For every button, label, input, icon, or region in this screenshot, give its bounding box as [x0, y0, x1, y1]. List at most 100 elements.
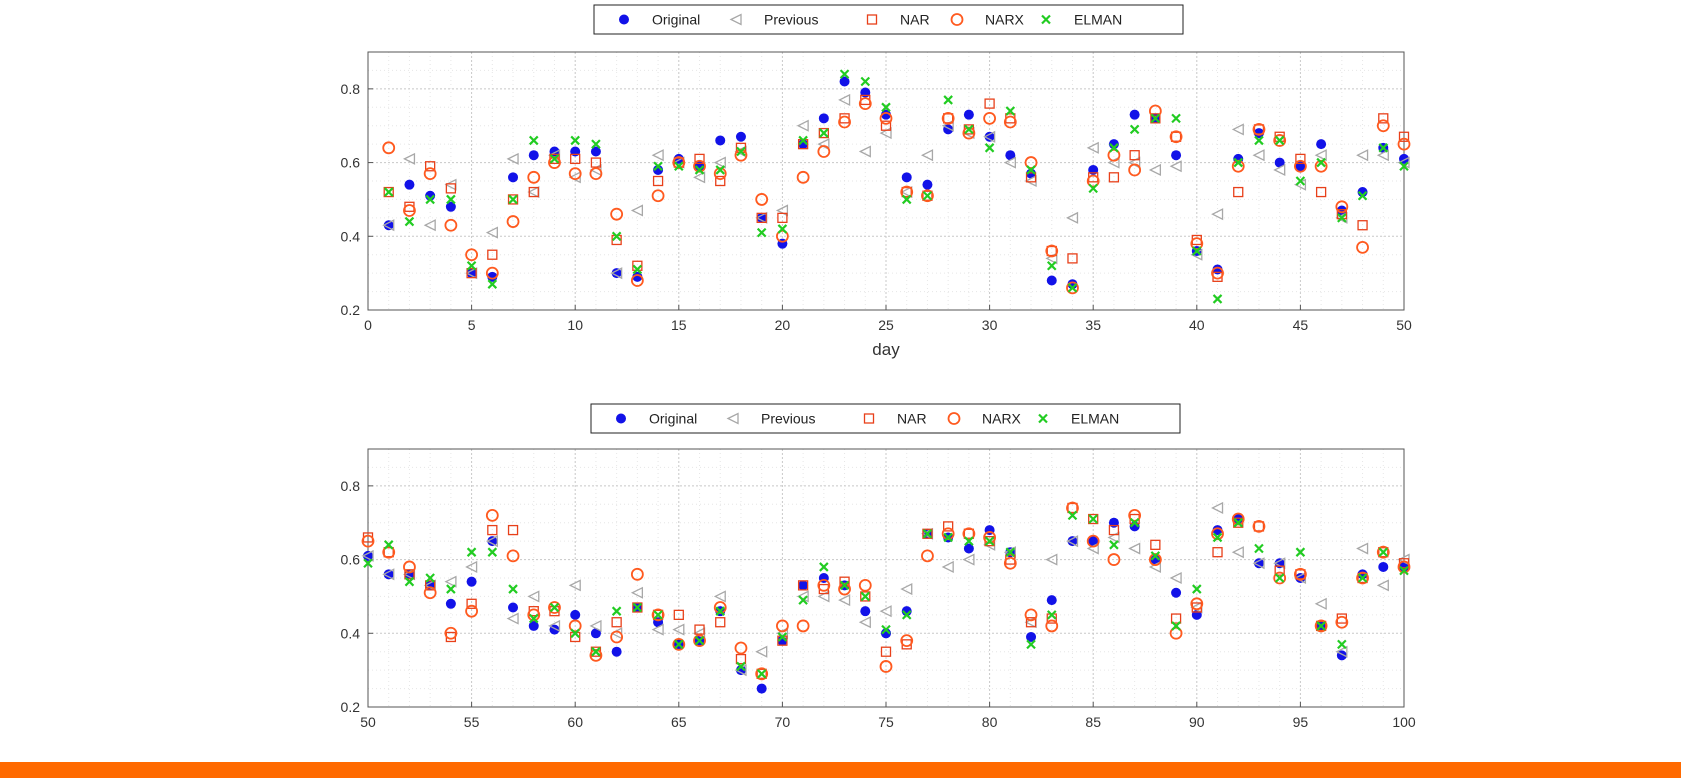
data-point-elman — [1295, 547, 1306, 557]
y-tick-label: 0.4 — [341, 625, 361, 641]
data-point-narx — [1273, 571, 1287, 585]
grid — [368, 52, 1404, 310]
data-point-elman — [363, 558, 373, 569]
data-point-original — [466, 576, 477, 587]
data-point-previous — [1045, 553, 1058, 566]
data-point-elman — [1005, 106, 1016, 116]
data-point-original — [881, 109, 891, 120]
data-point-nar — [1129, 150, 1140, 161]
data-point-narx — [1148, 104, 1162, 118]
data-point-elman — [1046, 610, 1057, 620]
data-point-original — [466, 268, 477, 279]
data-point-elman — [446, 584, 456, 594]
data-point-elman — [549, 602, 560, 613]
data-point-narx — [361, 534, 375, 548]
data-point-nar — [487, 249, 498, 260]
data-point-elman — [1337, 639, 1347, 650]
data-point-nar — [1357, 572, 1368, 584]
series-original — [383, 76, 1409, 290]
data-point-elman — [1357, 190, 1368, 201]
data-point-previous — [423, 219, 436, 232]
x-tick-label: 100 — [1392, 714, 1416, 730]
data-point-narx — [1169, 130, 1183, 144]
data-point-previous — [1252, 149, 1265, 162]
legend-marker-original — [616, 413, 626, 424]
data-point-elman — [1378, 547, 1389, 557]
data-point-original — [1005, 150, 1016, 161]
legend-marker-elman — [1041, 14, 1051, 25]
data-point-narx — [1356, 240, 1369, 254]
data-point-elman — [694, 635, 705, 646]
data-point-elman — [1046, 260, 1057, 271]
data-point-nar — [528, 186, 539, 198]
data-point-previous — [1356, 542, 1369, 555]
data-point-previous — [651, 623, 664, 636]
x-tick-label: 70 — [775, 714, 791, 730]
data-point-elman — [404, 216, 415, 227]
data-point-previous — [1003, 156, 1016, 169]
data-point-narx — [858, 578, 872, 592]
data-point-elman — [1316, 157, 1326, 168]
data-point-narx — [1397, 560, 1411, 574]
data-point-narx — [630, 274, 644, 287]
data-point-nar — [1150, 113, 1161, 124]
data-point-previous — [1066, 211, 1079, 224]
data-point-elman — [756, 227, 767, 238]
data-point-narx — [796, 170, 810, 184]
data-point-elman — [508, 584, 518, 594]
data-point-elman — [653, 161, 663, 172]
data-point-nar — [1212, 547, 1223, 558]
scatter-panel-2: 50 55 60 65 70 75 80 85 90 95 100 0.2 0.4 0.6 0.8 Origi… — [341, 403, 1416, 730]
x-tick-label: 90 — [1189, 714, 1205, 730]
x-tick-label: 0 — [364, 317, 372, 333]
series-narx — [361, 501, 1411, 681]
data-point-narx — [1211, 527, 1224, 541]
data-point-original — [632, 271, 643, 282]
x-tick-label: 75 — [878, 714, 894, 730]
data-point-nar — [901, 186, 912, 198]
data-point-narx — [382, 545, 396, 559]
data-point-previous — [382, 219, 395, 232]
data-point-original — [735, 131, 746, 142]
data-point-nar — [1025, 172, 1037, 183]
data-point-elman — [425, 194, 435, 205]
data-point-narx — [1003, 556, 1017, 570]
data-point-previous — [485, 226, 498, 239]
data-point-narx — [1273, 134, 1287, 147]
data-point-elman — [1399, 565, 1409, 576]
data-point-previous — [1066, 535, 1079, 548]
data-point-elman — [611, 231, 622, 242]
data-point-previous — [527, 590, 540, 603]
data-point-nar — [1274, 565, 1285, 576]
data-point-elman — [901, 610, 912, 620]
data-point-elman — [715, 606, 726, 616]
data-point-nar — [880, 120, 892, 131]
data-point-elman — [839, 580, 850, 591]
data-point-elman — [1357, 573, 1368, 583]
data-point-original — [1171, 150, 1182, 161]
data-point-elman — [528, 613, 539, 624]
data-point-original — [715, 135, 726, 146]
data-point-narx — [1231, 159, 1245, 173]
data-point-narx — [1397, 137, 1411, 151]
data-point-elman — [570, 135, 580, 146]
data-point-elman — [819, 128, 829, 138]
data-point-original — [839, 76, 850, 87]
data-point-elman — [674, 639, 684, 650]
data-point-narx — [755, 193, 769, 206]
data-point-elman — [922, 190, 933, 201]
data-point-nar — [1046, 245, 1057, 257]
data-point-original — [756, 683, 767, 694]
data-point-narx — [1024, 608, 1038, 622]
data-point-original — [1274, 157, 1285, 168]
data-point-nar — [1357, 220, 1368, 231]
data-point-narx — [1024, 156, 1038, 169]
data-point-narx — [423, 167, 437, 181]
data-point-previous — [506, 612, 519, 625]
data-point-elman — [1254, 135, 1264, 146]
data-point-narx — [1314, 159, 1328, 173]
data-point-elman — [984, 536, 995, 546]
data-point-narx — [568, 619, 582, 633]
data-point-narx — [672, 156, 686, 169]
legend: Original Previous NAR NARX ELMAN — [590, 403, 1181, 434]
